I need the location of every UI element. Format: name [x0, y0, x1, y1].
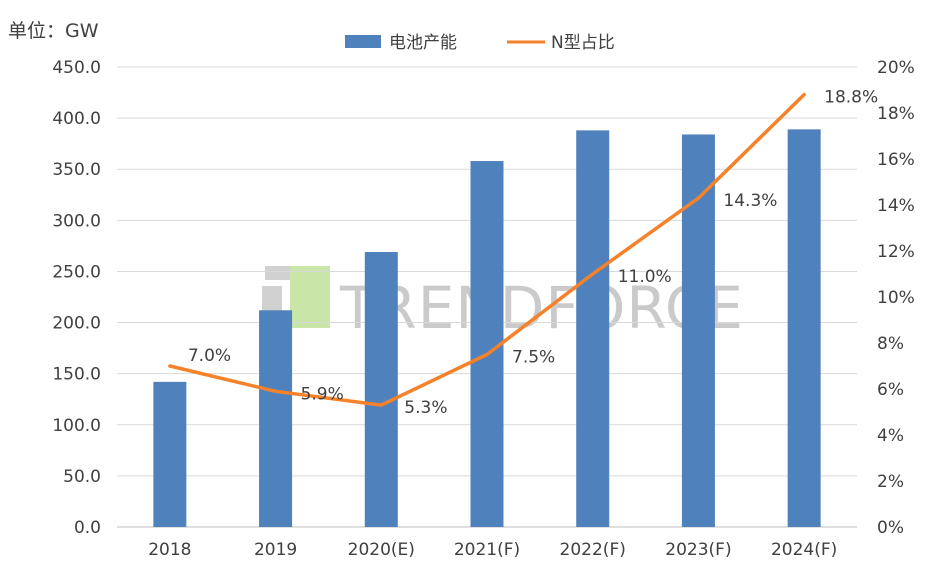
y-left-tick-label: 50.0 [63, 467, 101, 487]
legend: 电池产能 N型占比 [345, 33, 615, 53]
data-label: 7.0% [188, 346, 231, 366]
watermark-text: TRENDFORCE [339, 274, 744, 342]
x-tick-label: 2024(F) [771, 540, 837, 560]
legend-bar-swatch [345, 35, 381, 48]
y-left-tick-label: 100.0 [52, 416, 101, 436]
legend-line-label: N型占比 [551, 33, 615, 53]
bar [259, 310, 293, 527]
watermark-logo-block [290, 266, 330, 328]
data-label: 5.9% [301, 384, 344, 404]
y-right-tick-label: 16% [877, 150, 915, 170]
x-tick-label: 2019 [254, 540, 297, 560]
x-tick-label: 2018 [148, 540, 191, 560]
data-labels: 7.0% 5.9% 5.3% 7.5% 11.0% 14.3% 18.8% [188, 88, 878, 419]
bar [576, 130, 610, 527]
watermark-logo-bar [265, 266, 305, 280]
data-label: 5.3% [404, 398, 447, 418]
y-left-tick-label: 400.0 [52, 109, 101, 129]
y-left-tick-label: 150.0 [52, 365, 101, 385]
data-label: 18.8% [824, 88, 878, 108]
y-right-tick-label: 18% [877, 104, 915, 124]
y-left-tick-label: 250.0 [52, 262, 101, 282]
y-right-tick-label: 8% [877, 334, 904, 354]
y-right-tick-label: 12% [877, 242, 915, 262]
y-left-tick-label: 200.0 [52, 314, 101, 334]
x-tick-label: 2020(E) [348, 540, 415, 560]
y-right-tick-label: 10% [877, 288, 915, 308]
y-right-tick-label: 4% [877, 426, 904, 446]
bar [681, 134, 715, 527]
bar [787, 129, 821, 527]
unit-label: 单位：GW [8, 20, 99, 42]
bar [153, 381, 187, 527]
y-left-tick-label: 350.0 [52, 160, 101, 180]
x-axis: 2018 2019 2020(E) 2021(F) 2022(F) 2023(F) 2024… [148, 540, 837, 560]
line-series [168, 92, 806, 407]
y-axis-right: 0% 2% 4% 6% 8% 10% 12% 14% 16% 18% 20% [877, 58, 915, 538]
y-right-tick-label: 20% [877, 58, 915, 78]
data-label: 7.5% [512, 348, 555, 368]
watermark: TRENDFORCE [262, 266, 744, 342]
y-left-tick-label: 0.0 [74, 518, 101, 538]
line-path [168, 92, 806, 407]
bars [153, 129, 821, 528]
x-tick-label: 2021(F) [454, 540, 520, 560]
y-left-tick-label: 450.0 [52, 58, 101, 78]
y-axis-left: 0.0 50.0 100.0 150.0 200.0 250.0 300.0 350.0 400… [52, 58, 101, 538]
x-tick-label: 2022(F) [560, 540, 626, 560]
y-right-tick-label: 6% [877, 380, 904, 400]
y-right-tick-label: 2% [877, 472, 904, 492]
bar [364, 252, 398, 527]
data-label: 11.0% [618, 267, 672, 287]
x-tick-label: 2023(F) [665, 540, 731, 560]
y-right-tick-label: 14% [877, 196, 915, 216]
data-label: 14.3% [723, 191, 777, 211]
legend-bar-label: 电池产能 [389, 33, 457, 53]
y-left-tick-label: 300.0 [52, 211, 101, 231]
y-right-tick-label: 0% [877, 518, 904, 538]
